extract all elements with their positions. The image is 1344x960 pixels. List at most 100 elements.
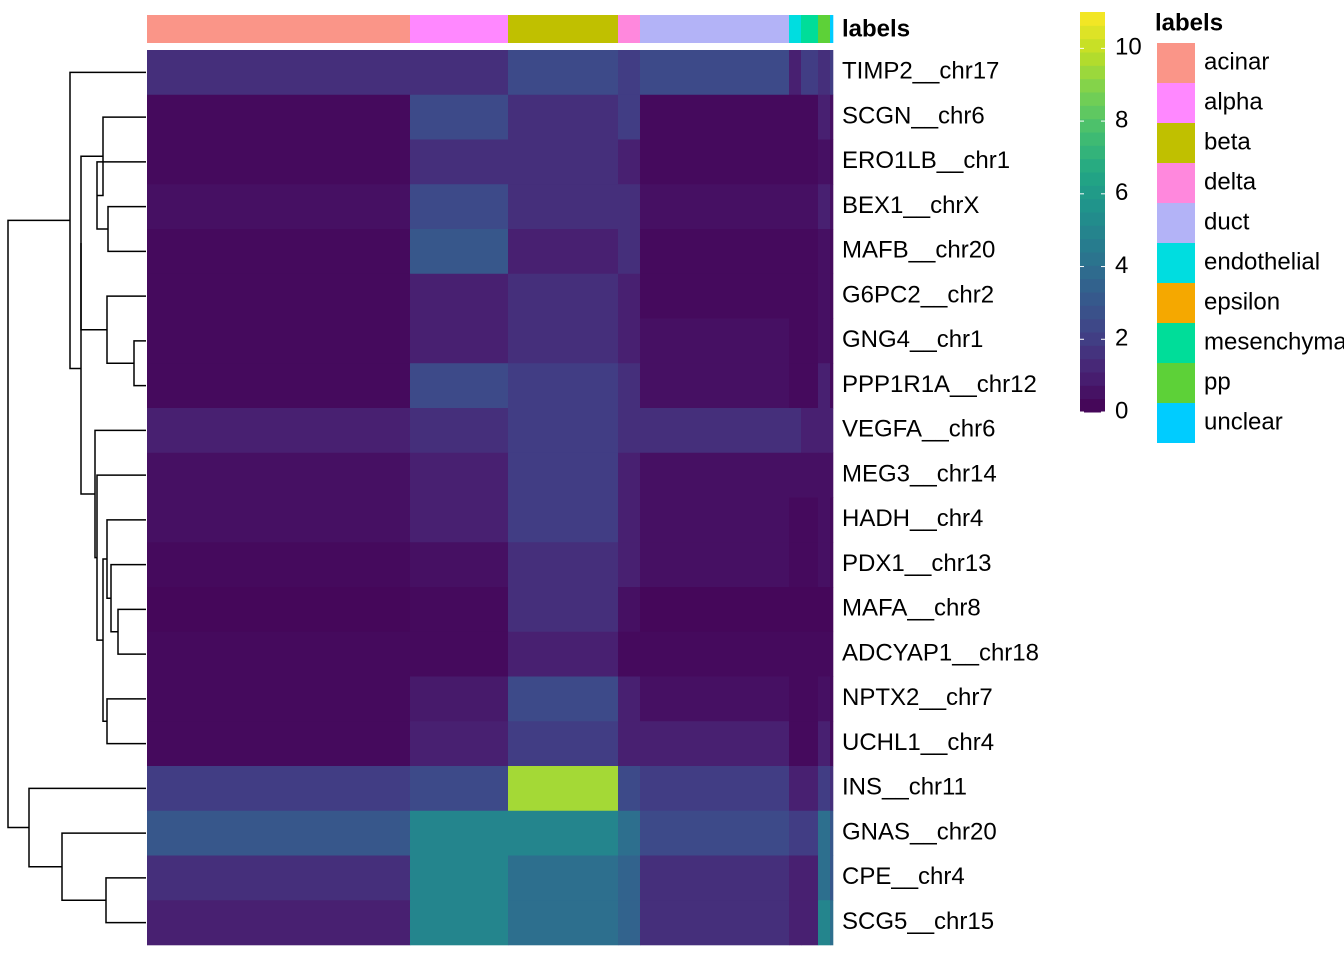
heat-cell <box>789 676 802 722</box>
heat-cell <box>801 273 819 319</box>
heat-cell <box>789 855 802 901</box>
colorbar-step <box>1080 158 1105 173</box>
annotation-cell <box>410 15 509 43</box>
heat-cell <box>618 766 641 812</box>
heat-cell <box>640 497 790 543</box>
colorbar-tick-label: 8 <box>1115 106 1128 133</box>
heat-cell <box>789 94 802 140</box>
heat-cell <box>508 900 619 946</box>
heat-cell <box>410 900 509 946</box>
heat-cell <box>830 766 834 812</box>
heat-cell <box>789 452 802 498</box>
legend-label: acinar <box>1204 48 1269 75</box>
dendrogram-branch <box>94 429 146 559</box>
heat-cell <box>147 810 411 856</box>
row-label: GNAS__chr20 <box>842 818 997 845</box>
dendrogram-branch <box>107 205 146 253</box>
heat-cell <box>801 184 819 230</box>
legend-swatch <box>1157 283 1195 323</box>
heat-cell <box>147 229 411 275</box>
heat-cell <box>508 408 619 454</box>
heat-cell <box>830 139 834 185</box>
row-label: PPP1R1A__chr12 <box>842 371 1037 398</box>
heat-cell <box>508 273 619 319</box>
heat-cell <box>801 318 819 364</box>
heat-cell <box>830 855 834 901</box>
heat-cell <box>830 542 834 588</box>
heat-cell <box>618 94 641 140</box>
heat-cell <box>640 587 790 633</box>
heat-cell <box>410 631 509 677</box>
heat-cell <box>508 542 619 588</box>
legend-swatch <box>1157 203 1195 243</box>
heat-cell <box>410 229 509 275</box>
heat-cell <box>830 94 834 140</box>
row-label: G6PC2__chr2 <box>842 281 994 308</box>
dendrogram-branch <box>105 877 146 924</box>
row-label: NPTX2__chr7 <box>842 684 993 711</box>
annotation-cell <box>640 15 790 43</box>
colorbar-step <box>1080 225 1105 240</box>
heat-cell <box>618 721 641 767</box>
heat-cell <box>147 452 411 498</box>
heat-cell <box>789 408 802 454</box>
row-label: MEG3__chr14 <box>842 460 997 487</box>
heat-cell <box>618 676 641 722</box>
heat-cell <box>508 721 619 767</box>
row-label: GNG4__chr1 <box>842 326 983 353</box>
heat-cell <box>830 408 834 454</box>
heat-cell <box>801 631 819 677</box>
heat-cell <box>801 497 819 543</box>
heat-cell <box>640 50 790 96</box>
heat-cell <box>410 273 509 319</box>
heat-cell <box>789 810 802 856</box>
colorbar-step <box>1080 65 1105 80</box>
heat-cell <box>640 94 790 140</box>
colorbar-step <box>1080 118 1105 133</box>
heat-cell <box>618 497 641 543</box>
heat-cell <box>618 139 641 185</box>
colorbar-tick-label: 0 <box>1115 397 1128 424</box>
colorbar-step <box>1080 252 1105 266</box>
heat-cell <box>618 855 641 901</box>
heat-cell <box>618 184 641 230</box>
heat-cell <box>410 363 509 409</box>
dendrogram-branch <box>28 787 146 868</box>
legend-label: beta <box>1204 128 1251 155</box>
heat-cell <box>410 721 509 767</box>
heat-cell <box>818 452 831 498</box>
heat-cell <box>830 273 834 319</box>
colorbar-step <box>1080 172 1105 186</box>
dendrogram-branch <box>7 219 70 829</box>
legend-label: endothelial <box>1204 248 1320 275</box>
row-label: PDX1__chr13 <box>842 550 991 577</box>
dendrogram-branch <box>110 563 146 633</box>
heat-cell <box>818 50 831 96</box>
row-label: UCHL1__chr4 <box>842 729 994 756</box>
legend-label: pp <box>1204 368 1231 395</box>
heat-cell <box>618 363 641 409</box>
heat-cell <box>410 810 509 856</box>
heat-cell <box>818 631 831 677</box>
legend-label: epsilon <box>1204 288 1280 315</box>
heat-cell <box>818 721 831 767</box>
heat-cell <box>830 676 834 722</box>
heat-cell <box>830 363 834 409</box>
heat-cell <box>410 139 509 185</box>
heat-cell <box>818 318 831 364</box>
colorbar-step <box>1080 25 1105 40</box>
colorbar-step <box>1080 265 1105 280</box>
heat-cell <box>789 631 802 677</box>
heat-cell <box>789 318 802 364</box>
heat-cell <box>508 318 619 364</box>
heat-cell <box>818 363 831 409</box>
heat-cell <box>801 139 819 185</box>
heat-cell <box>818 94 831 140</box>
heat-cell <box>830 721 834 767</box>
legend-label: alpha <box>1204 88 1263 115</box>
heat-cell <box>147 855 411 901</box>
heat-cell <box>801 766 819 812</box>
heat-cell <box>801 676 819 722</box>
heat-cell <box>618 900 641 946</box>
heat-cell <box>640 229 790 275</box>
